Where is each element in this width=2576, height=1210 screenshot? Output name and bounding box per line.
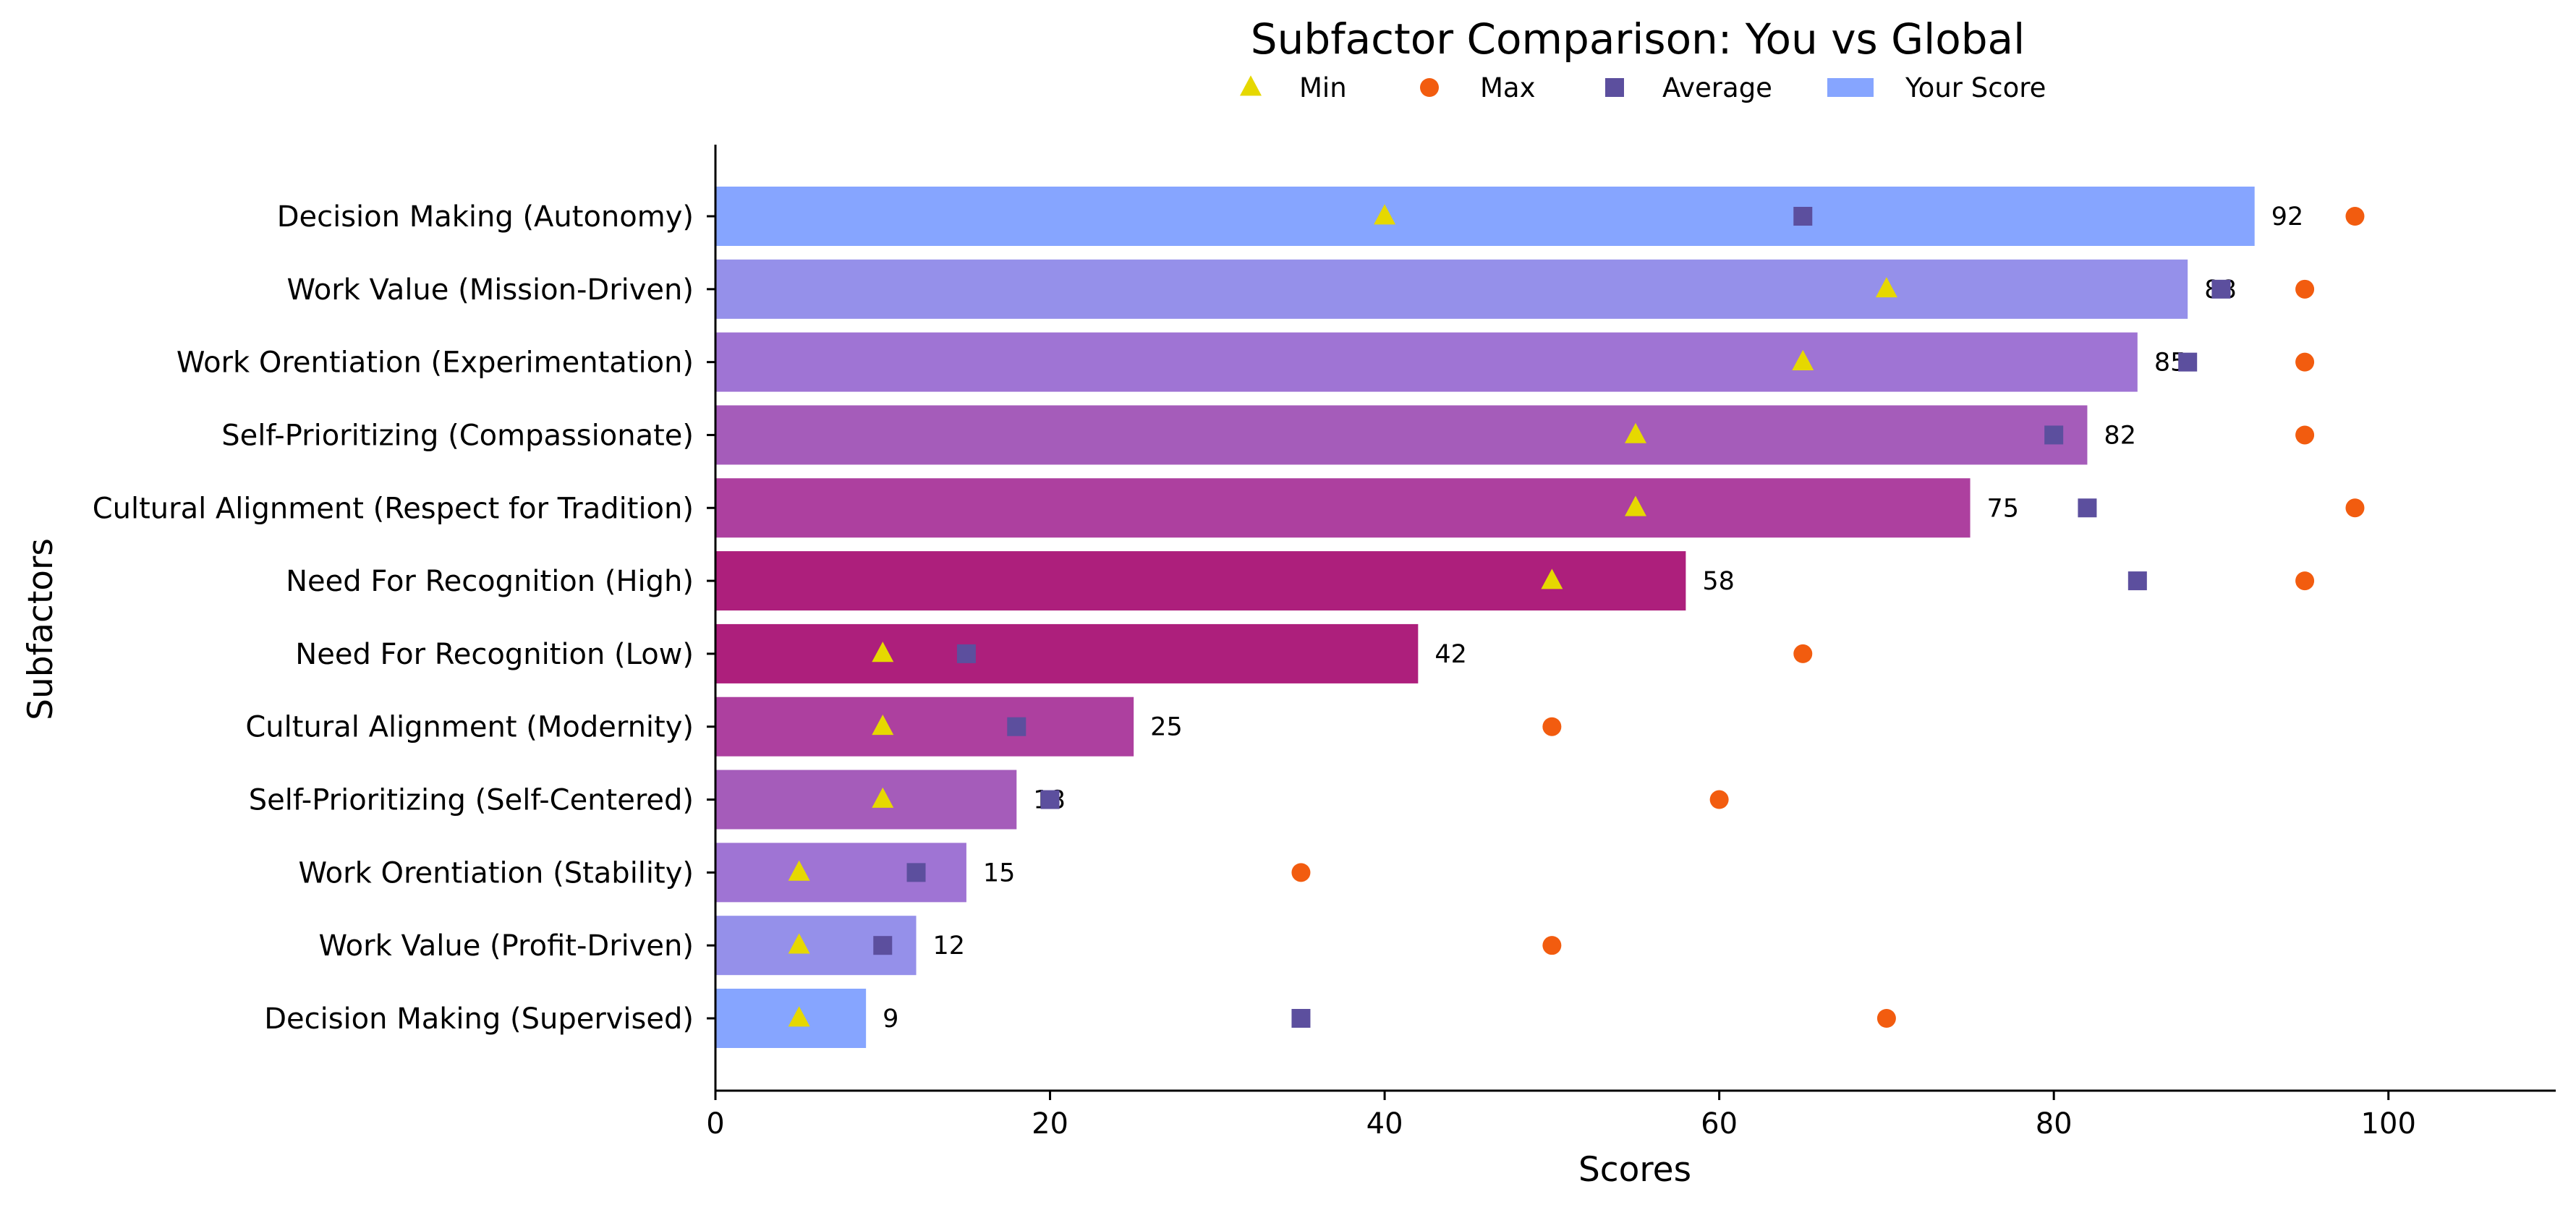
value-labels-group: 92888582755842251815129 xyxy=(883,203,2303,1034)
max-marker xyxy=(2295,571,2315,591)
min-marker xyxy=(1625,422,1646,443)
max-marker xyxy=(2345,498,2365,518)
x-tick-label: 0 xyxy=(706,1107,724,1141)
chart-title: Subfactor Comparison: You vs Global xyxy=(1251,14,2025,64)
average-marker xyxy=(2211,279,2231,299)
average-marker xyxy=(1040,790,1060,809)
category-label: Need For Recognition (High) xyxy=(286,565,694,598)
average-marker xyxy=(2178,352,2198,372)
category-label: Decision Making (Supervised) xyxy=(264,1002,694,1036)
min-marker xyxy=(872,642,894,662)
legend: Min Max Average Your Score xyxy=(1240,72,2046,103)
min-marker xyxy=(788,1006,810,1027)
score-bar xyxy=(715,843,966,903)
min-marker xyxy=(788,860,810,881)
max-marker xyxy=(2295,425,2315,445)
min-marker xyxy=(1374,204,1396,225)
score-bar xyxy=(715,551,1686,611)
score-bar xyxy=(715,989,867,1048)
value-label: 12 xyxy=(933,932,966,960)
score-bar xyxy=(715,770,1017,830)
y-axis-title: Subfactors xyxy=(21,538,61,720)
category-label: Decision Making (Autonomy) xyxy=(277,200,694,234)
x-tick-label: 80 xyxy=(2036,1107,2073,1141)
category-label: Work Value (Mission-Driven) xyxy=(287,273,694,307)
average-marker xyxy=(906,863,926,882)
min-marker xyxy=(872,787,894,808)
score-bar xyxy=(715,405,2088,465)
score-bar xyxy=(715,696,1134,757)
min-marker xyxy=(872,714,894,736)
min-marker xyxy=(1792,349,1814,370)
min-marker xyxy=(1875,277,1897,298)
category-label: Cultural Alignment (Modernity) xyxy=(245,711,694,744)
category-label: Work Value (Profit-Driven) xyxy=(318,929,694,963)
min-marker xyxy=(788,933,810,954)
max-marker xyxy=(1291,863,1311,882)
value-label: 15 xyxy=(983,858,1016,887)
value-label: 75 xyxy=(1987,494,2020,523)
legend-label: Max xyxy=(1480,72,1536,103)
legend-label: Your Score xyxy=(1905,72,2046,103)
score-bar xyxy=(715,332,2138,392)
average-marker xyxy=(1793,207,1813,226)
max-marker xyxy=(2295,279,2315,299)
average-marker xyxy=(2127,571,2147,591)
max-marker xyxy=(1542,717,1562,736)
score-bar xyxy=(715,259,2188,319)
value-label: 92 xyxy=(2271,203,2304,231)
legend-label: Min xyxy=(1299,72,1347,103)
x-tick-label: 100 xyxy=(2361,1107,2416,1141)
value-label: 9 xyxy=(883,1005,898,1034)
x-axis-title: Scores xyxy=(1578,1150,1691,1190)
category-labels-group: Decision Making (Autonomy) Work Value (Mi… xyxy=(93,200,694,1036)
bars-group xyxy=(715,187,2255,1048)
value-label: 82 xyxy=(2104,421,2136,450)
max-marker xyxy=(1709,790,1729,809)
average-marker xyxy=(2078,498,2097,518)
average-marker xyxy=(1291,1009,1311,1028)
legend-min-marker xyxy=(1240,75,1262,96)
max-marker xyxy=(1876,1009,1896,1028)
average-marker xyxy=(873,936,893,955)
x-tick-label: 20 xyxy=(1032,1107,1068,1141)
legend-your-score-swatch xyxy=(1827,78,1874,97)
legend-average-marker xyxy=(1605,78,1624,97)
max-marker xyxy=(1542,936,1562,955)
score-bar xyxy=(715,478,1971,538)
category-label: Self-Prioritizing (Compassionate) xyxy=(221,419,694,452)
max-marker xyxy=(2295,352,2315,372)
category-label: Need For Recognition (Low) xyxy=(295,638,694,671)
category-label: Work Orentiation (Stability) xyxy=(298,856,694,890)
legend-label: Average xyxy=(1662,72,1772,103)
average-marker xyxy=(956,644,976,663)
category-label: Work Orentiation (Experimentation) xyxy=(177,346,694,380)
max-marker xyxy=(2345,207,2365,226)
min-marker xyxy=(1541,568,1563,589)
value-label: 58 xyxy=(1702,567,1735,596)
max-marker xyxy=(1793,644,1813,663)
x-tick-label: 40 xyxy=(1366,1107,1403,1141)
average-marker xyxy=(1007,717,1026,736)
category-label: Self-Prioritizing (Self-Centered) xyxy=(249,784,694,817)
x-tick-label: 60 xyxy=(1701,1107,1738,1141)
value-label: 42 xyxy=(1434,640,1467,669)
score-bar xyxy=(715,187,2255,246)
average-marker xyxy=(2044,425,2064,445)
legend-max-marker xyxy=(1420,78,1439,97)
category-label: Cultural Alignment (Respect for Traditio… xyxy=(93,492,694,525)
min-marker xyxy=(1625,495,1646,516)
score-bar xyxy=(715,623,1419,683)
axes-group: 0 20 40 60 80 100 xyxy=(706,145,2556,1141)
markers-group xyxy=(788,204,2365,1028)
value-label: 25 xyxy=(1150,713,1183,742)
